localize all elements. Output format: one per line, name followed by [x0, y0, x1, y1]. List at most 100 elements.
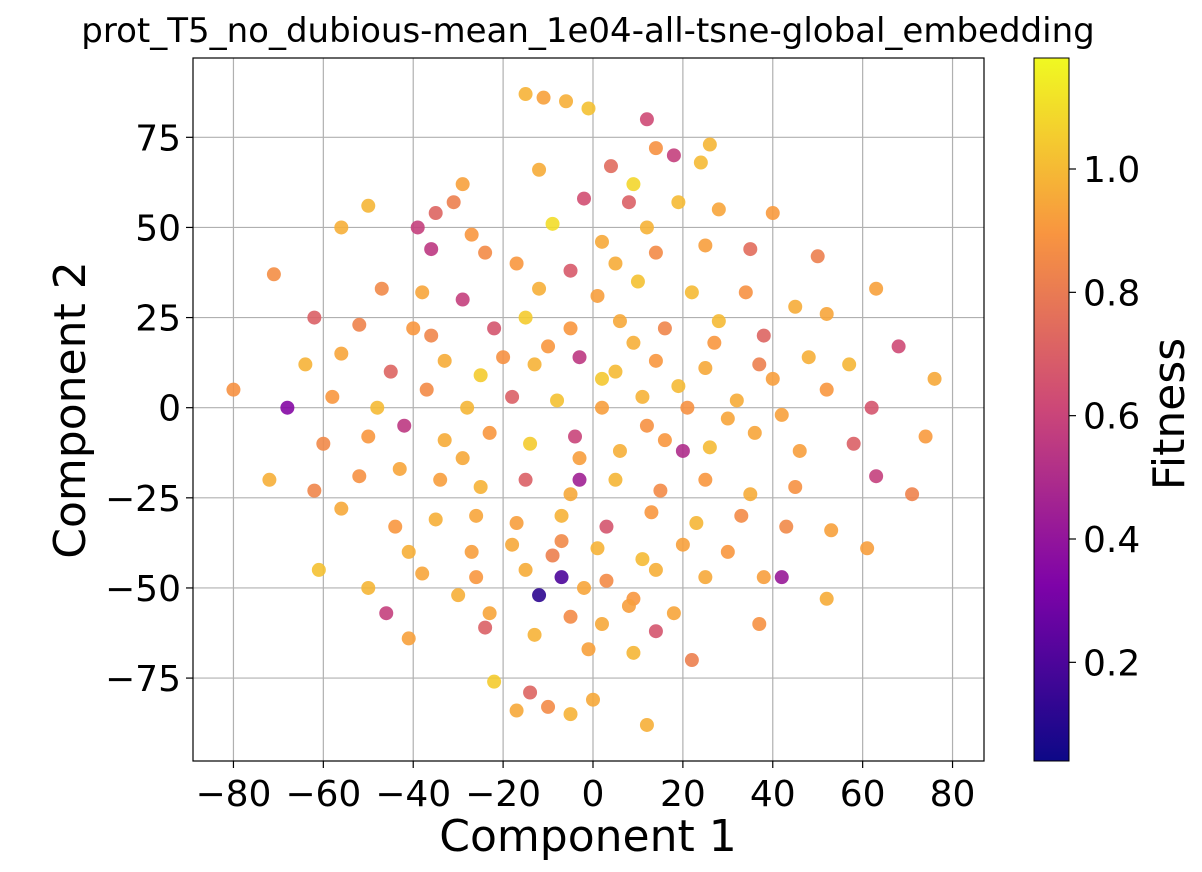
data-point — [801, 350, 816, 365]
data-point — [424, 242, 439, 257]
data-point — [334, 220, 349, 235]
data-point — [684, 285, 699, 300]
data-point — [563, 609, 578, 624]
data-point — [648, 624, 663, 639]
data-point — [325, 389, 340, 404]
data-point — [428, 206, 443, 221]
data-point — [563, 707, 578, 722]
x-tick-label: −20 — [465, 774, 541, 815]
data-point — [415, 566, 430, 581]
data-point — [747, 425, 762, 440]
data-point — [644, 505, 659, 520]
data-point — [720, 544, 735, 559]
data-point — [653, 483, 668, 498]
data-point — [675, 537, 690, 552]
data-point — [496, 350, 511, 365]
data-point — [891, 339, 906, 354]
data-point — [693, 155, 708, 170]
data-point — [518, 562, 533, 577]
y-axis-label: Component 2 — [45, 261, 96, 558]
data-point — [266, 267, 281, 282]
data-point — [424, 328, 439, 343]
data-point — [572, 472, 587, 487]
data-point — [307, 310, 322, 325]
colorbar-label: Fitness — [1144, 338, 1195, 490]
data-point — [518, 472, 533, 487]
data-point — [630, 274, 645, 289]
data-point — [594, 371, 609, 386]
data-point — [397, 418, 412, 433]
x-tick-label: 40 — [750, 774, 796, 815]
data-point — [635, 552, 650, 567]
data-point — [568, 429, 583, 444]
data-point — [226, 382, 241, 397]
data-point — [316, 436, 331, 451]
y-tick-label: −75 — [105, 659, 181, 700]
data-point — [572, 451, 587, 466]
data-point — [554, 570, 569, 585]
data-point — [626, 645, 641, 660]
data-point — [689, 516, 704, 531]
data-point — [621, 195, 636, 210]
x-tick-label: −80 — [195, 774, 271, 815]
x-tick-label: 0 — [582, 774, 605, 815]
data-point — [581, 101, 596, 116]
data-point — [842, 357, 857, 372]
data-point — [819, 382, 834, 397]
data-point — [639, 220, 654, 235]
data-point — [536, 90, 551, 105]
colorbar-ticks: 0.2 0.4 0.6 0.8 1.0 — [1069, 150, 1140, 684]
data-point — [594, 234, 609, 249]
data-point — [352, 317, 367, 332]
data-point — [523, 436, 538, 451]
data-point — [675, 443, 690, 458]
data-point — [594, 400, 609, 415]
data-point — [666, 148, 681, 163]
data-point — [684, 653, 699, 668]
data-point — [433, 472, 448, 487]
data-point — [626, 335, 641, 350]
data-point — [577, 191, 592, 206]
data-point — [401, 544, 416, 559]
data-point — [819, 306, 834, 321]
data-point — [608, 364, 623, 379]
data-point — [612, 443, 627, 458]
data-point — [505, 389, 520, 404]
data-point — [846, 436, 861, 451]
data-point — [541, 699, 556, 714]
data-point — [671, 379, 686, 394]
data-point — [410, 220, 425, 235]
data-point — [927, 371, 942, 386]
data-point — [437, 353, 452, 368]
data-point — [518, 310, 533, 325]
data-point — [455, 177, 470, 192]
data-point — [419, 382, 434, 397]
data-point — [563, 321, 578, 336]
data-point — [532, 281, 547, 296]
data-point — [572, 350, 587, 365]
data-point — [482, 425, 497, 440]
data-point — [523, 685, 538, 700]
data-point — [756, 570, 771, 585]
data-point — [550, 393, 565, 408]
data-point — [599, 573, 614, 588]
colorbar-tick-label: 0.8 — [1083, 273, 1140, 314]
data-point — [487, 321, 502, 336]
data-point — [455, 451, 470, 466]
data-point — [464, 544, 479, 559]
data-point — [648, 245, 663, 260]
data-point — [509, 256, 524, 271]
data-point — [541, 339, 556, 354]
data-point — [869, 281, 884, 296]
data-point — [383, 364, 398, 379]
data-point — [428, 512, 443, 527]
data-point — [860, 541, 875, 556]
data-point — [379, 606, 394, 621]
data-point — [590, 288, 605, 303]
colorbar-tick-label: 0.2 — [1083, 643, 1140, 684]
data-point — [509, 516, 524, 531]
data-point — [657, 433, 672, 448]
data-point — [720, 411, 735, 426]
data-point — [545, 548, 560, 563]
data-point — [599, 519, 614, 534]
